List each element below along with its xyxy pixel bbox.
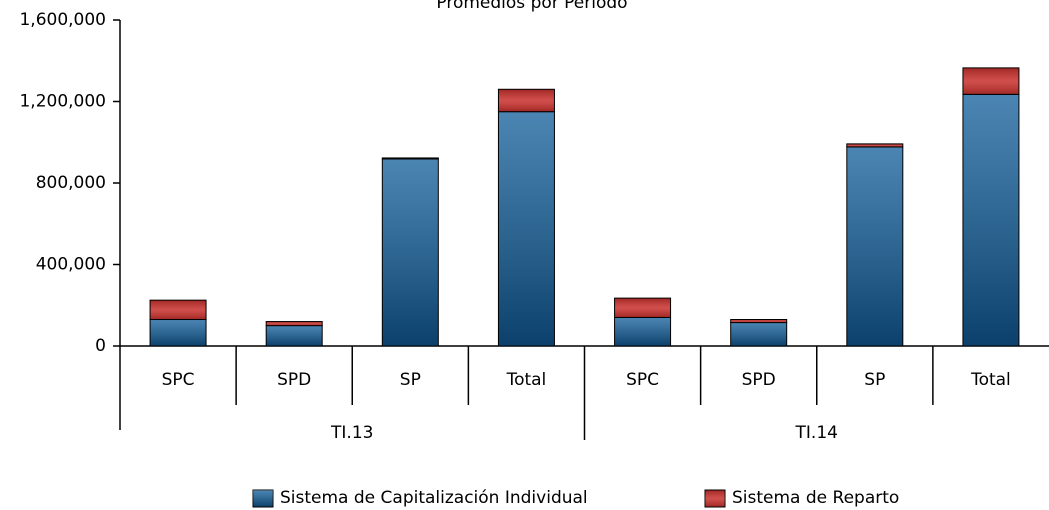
y-tick-label: 0 — [95, 336, 106, 356]
bar-segment — [846, 146, 904, 347]
x-tick-label: SP — [400, 370, 421, 390]
bar-segment — [149, 319, 207, 347]
bar-fill — [730, 322, 788, 347]
bar-segment — [149, 299, 207, 321]
legend-swatch-shade — [705, 490, 725, 507]
bar-fill — [149, 319, 207, 347]
bar-fill — [846, 146, 904, 347]
legend-label: Sistema de Reparto — [732, 488, 899, 508]
bar-fill — [730, 319, 788, 324]
x-tick-label: Total — [970, 370, 1011, 390]
y-tick-label: 1,200,000 — [19, 92, 106, 112]
x-tick-label: SPD — [277, 370, 311, 390]
bar-fill — [497, 88, 555, 113]
bar-fill — [265, 321, 323, 327]
group-label: TI.13 — [330, 423, 373, 443]
bar-fill — [497, 111, 555, 347]
bar-fill — [614, 316, 672, 347]
bar-segment — [381, 157, 439, 160]
bar-segment — [614, 316, 672, 347]
bar-fill — [846, 143, 904, 148]
bar-segment — [846, 143, 904, 148]
chart-title: Promedios por Período — [436, 0, 627, 13]
bar-fill — [149, 299, 207, 321]
legend-label: Sistema de Capitalización Individual — [280, 488, 588, 508]
bar-fill — [381, 158, 439, 347]
x-tick-label: SPC — [626, 370, 659, 390]
bar-fill — [614, 297, 672, 318]
x-tick-label: SP — [864, 370, 885, 390]
bar-segment — [265, 325, 323, 347]
y-tick-label: 1,600,000 — [19, 10, 106, 30]
bar-segment — [381, 158, 439, 347]
bar-segment — [962, 93, 1020, 347]
y-tick-label: 800,000 — [36, 173, 106, 193]
x-tick-label: SPC — [162, 370, 195, 390]
bar-segment — [730, 319, 788, 324]
bar-fill — [381, 157, 439, 160]
bar-segment — [614, 297, 672, 318]
bar-segment — [730, 322, 788, 347]
bar-segment — [497, 88, 555, 113]
x-tick-label: Total — [506, 370, 547, 390]
y-tick-label: 400,000 — [36, 255, 106, 275]
bar-fill — [962, 93, 1020, 347]
bar-fill — [265, 325, 323, 347]
bar-segment — [497, 111, 555, 347]
bar-segment — [265, 321, 323, 327]
legend-swatch-shade — [253, 490, 273, 507]
bar-segment — [962, 67, 1020, 95]
x-tick-label: SPD — [742, 370, 776, 390]
bar-fill — [962, 67, 1020, 95]
group-label: TI.14 — [795, 423, 838, 443]
